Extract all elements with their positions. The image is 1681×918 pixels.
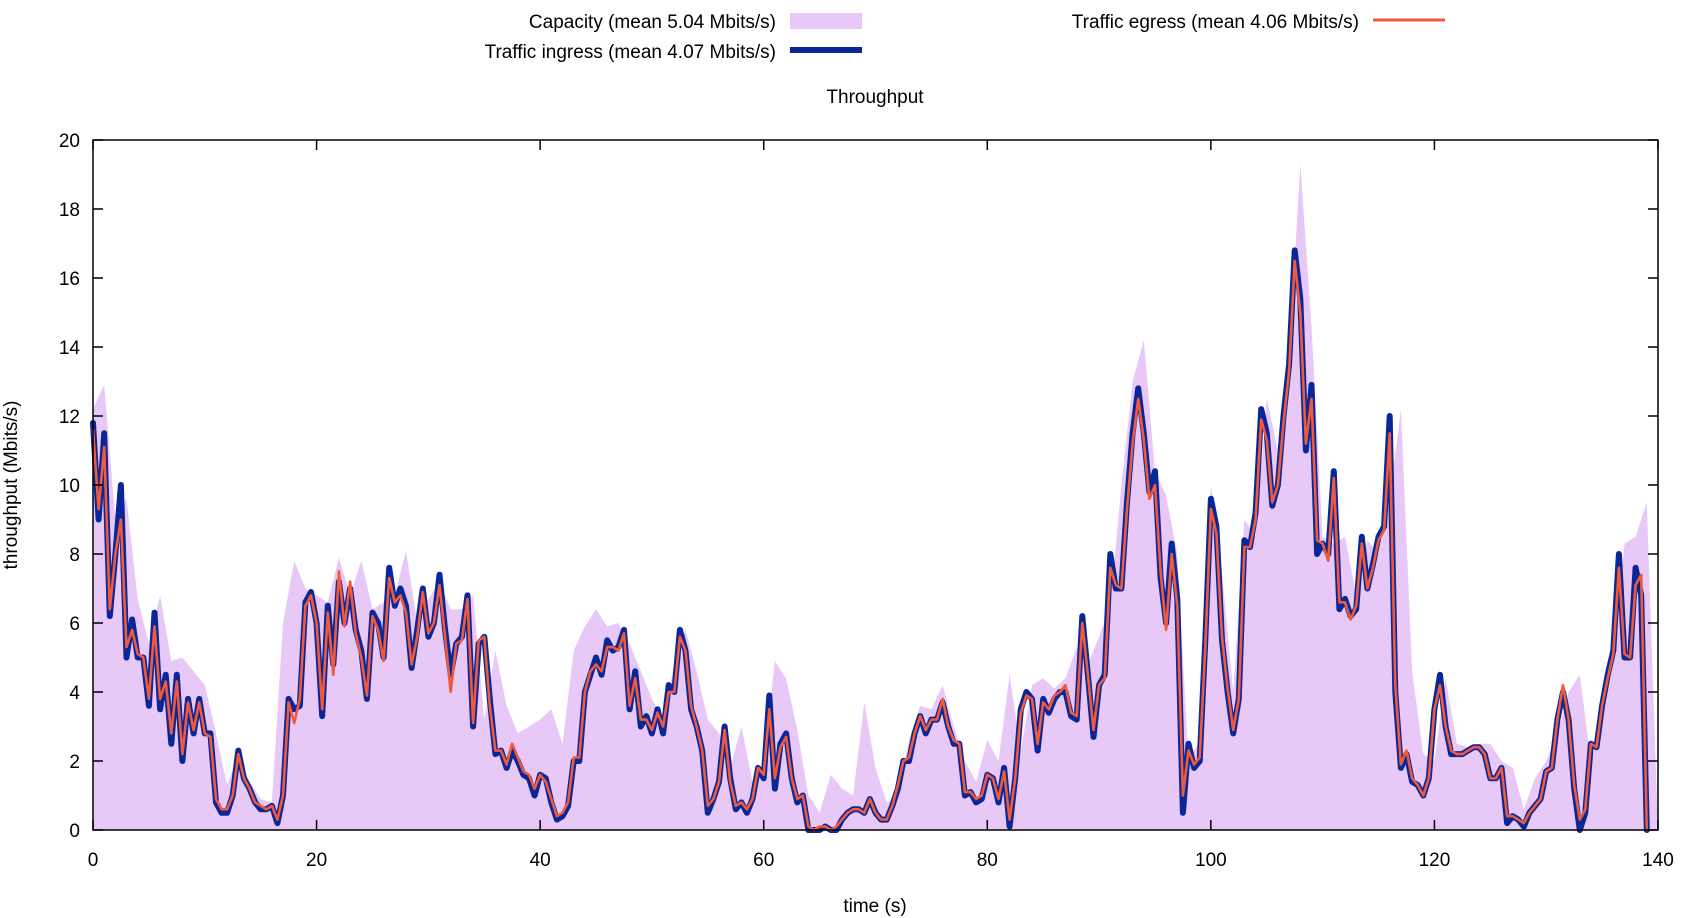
x-tick-label: 60 <box>753 850 774 871</box>
legend-label-ingress: Traffic ingress (mean 4.07 Mbits/s) <box>485 42 776 63</box>
x-tick-label: 140 <box>1642 850 1674 871</box>
x-tick-label: 100 <box>1195 850 1227 871</box>
tick-labels: 0 20 40 60 80 100 120 140 0 2 4 6 8 10 12 14 16 18 20 <box>59 131 1674 871</box>
x-tick-label: 80 <box>977 850 998 871</box>
legend: Capacity (mean 5.04 Mbits/s) Traffic ing… <box>485 12 1445 63</box>
y-tick-label: 14 <box>59 338 81 359</box>
chart-title: Throughput <box>826 87 924 108</box>
series-capacity-area <box>93 164 1658 831</box>
y-tick-label: 18 <box>59 200 80 221</box>
legend-label-capacity: Capacity (mean 5.04 Mbits/s) <box>529 12 776 33</box>
x-tick-label: 20 <box>306 850 327 871</box>
axes: 0 20 40 60 80 100 120 140 0 2 4 6 8 10 12 14 16 18 20 <box>59 131 1674 871</box>
y-tick-label: 2 <box>69 752 80 773</box>
y-tick-label: 16 <box>59 269 80 290</box>
series-egress-line <box>91 259 1649 832</box>
y-tick-label: 20 <box>59 131 80 152</box>
x-tick-label: 0 <box>88 850 99 871</box>
x-axis-label: time (s) <box>843 896 906 917</box>
x-tick-label: 120 <box>1419 850 1451 871</box>
plot-area <box>90 164 1658 833</box>
tick-marks <box>92 139 1659 831</box>
y-axis-label: throughput (Mbits/s) <box>1 401 22 570</box>
y-tick-label: 12 <box>59 407 80 428</box>
y-tick-label: 6 <box>69 614 80 635</box>
y-tick-label: 8 <box>69 545 80 566</box>
y-tick-label: 10 <box>59 476 80 497</box>
legend-swatch-capacity <box>790 13 862 29</box>
y-tick-label: 4 <box>69 683 80 704</box>
y-tick-label: 0 <box>69 821 80 842</box>
x-tick-label: 40 <box>530 850 551 871</box>
legend-label-egress: Traffic egress (mean 4.06 Mbits/s) <box>1072 12 1359 33</box>
